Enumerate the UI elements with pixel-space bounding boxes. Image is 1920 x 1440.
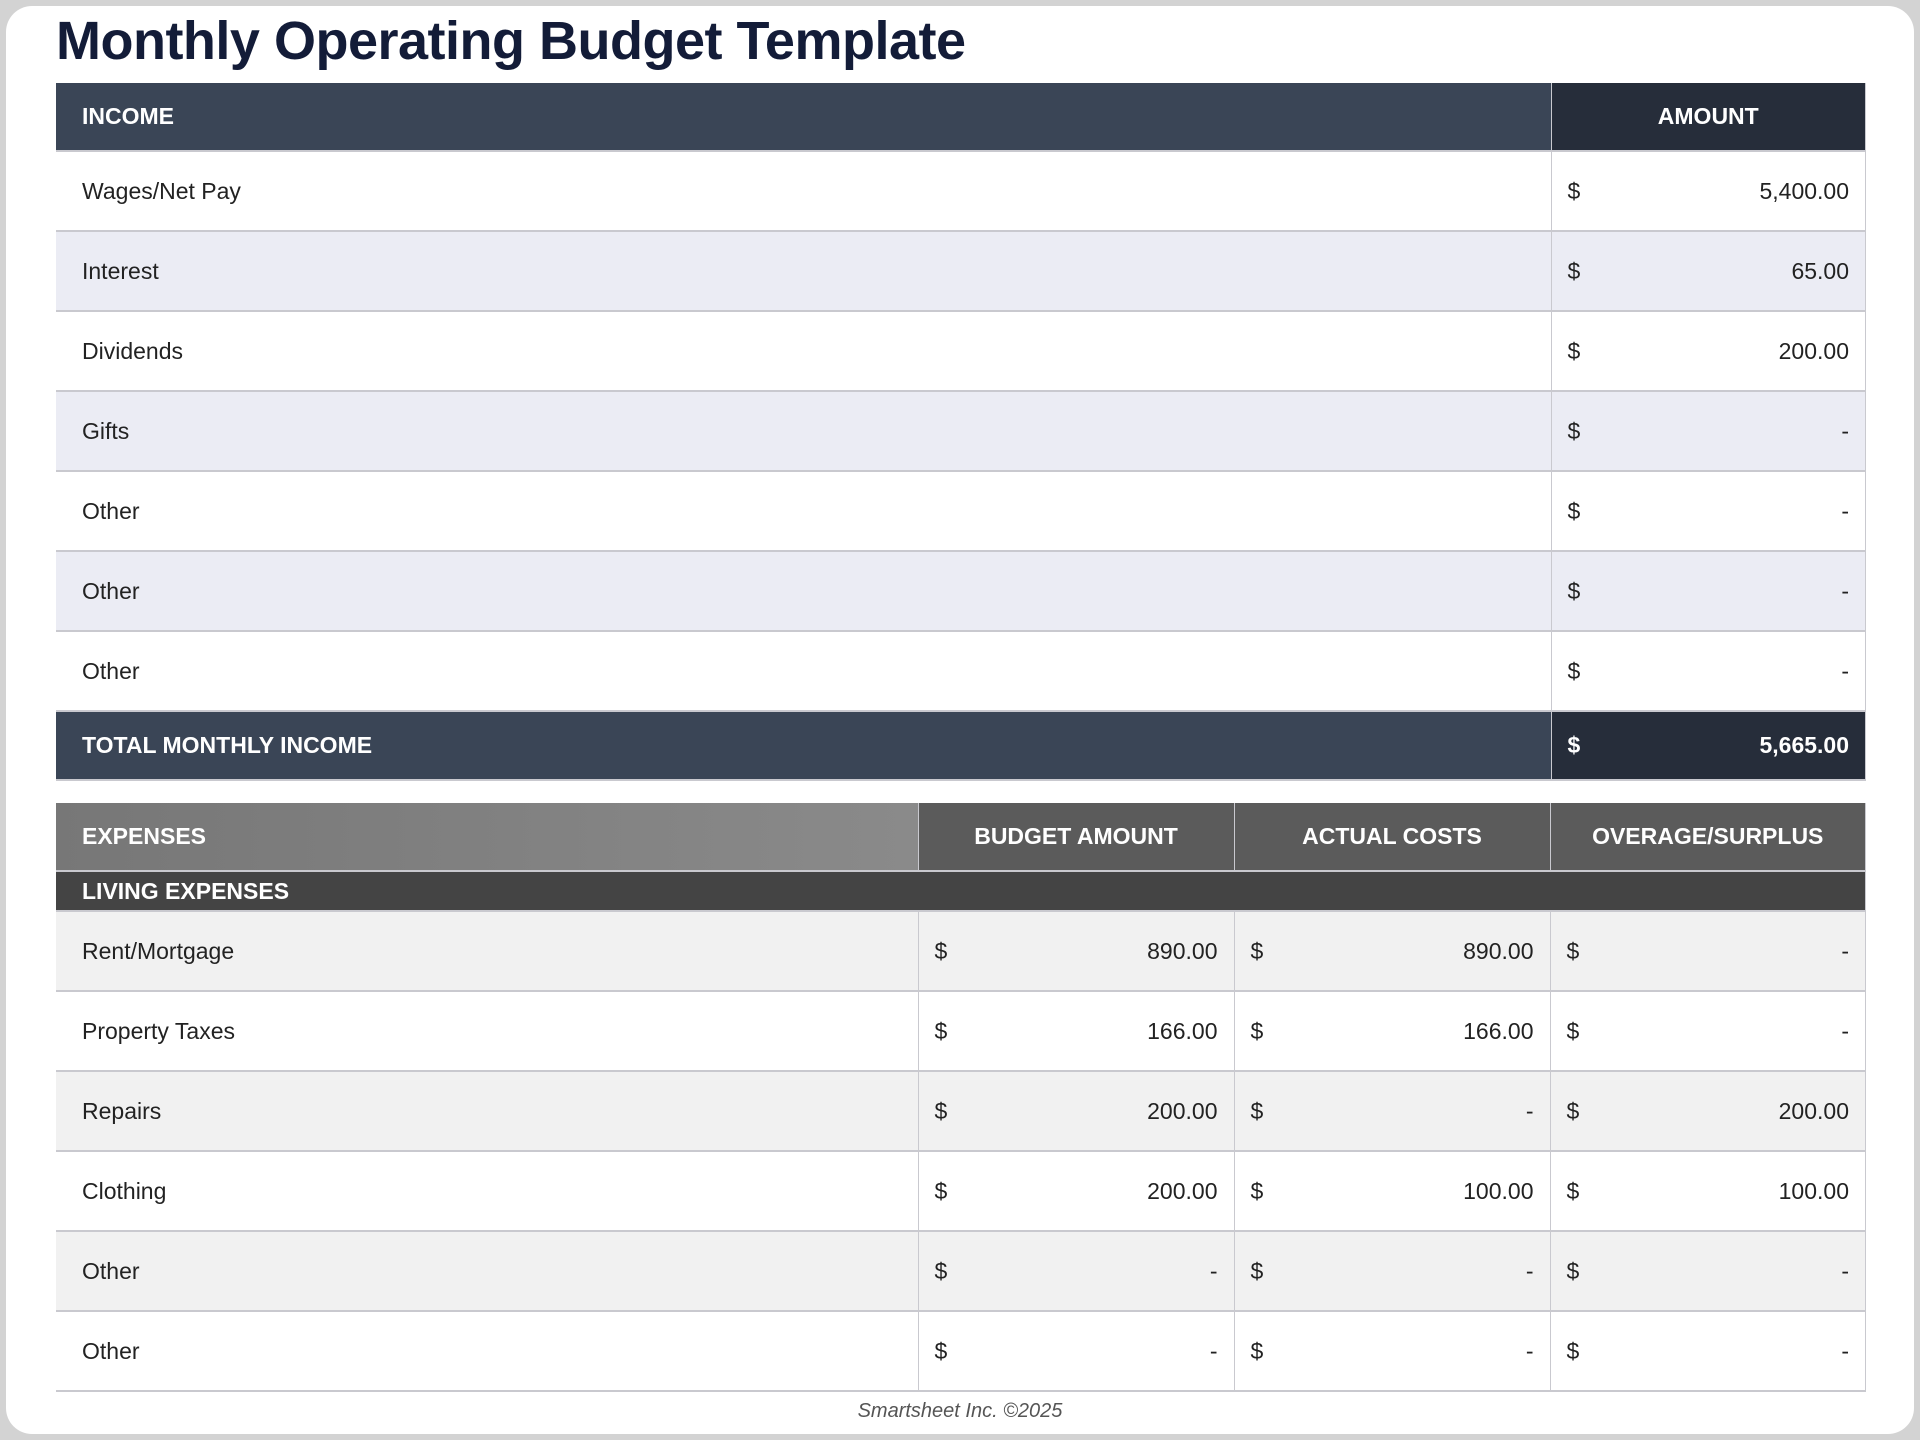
amount-cell[interactable]: $166.00 xyxy=(1234,991,1551,1072)
amount-cell[interactable]: $890.00 xyxy=(918,911,1235,992)
amount-cell[interactable]: $100.00 xyxy=(1550,1151,1866,1232)
amount-cell[interactable]: $166.00 xyxy=(918,991,1235,1072)
footer-copyright: Smartsheet Inc. ©2025 xyxy=(857,1400,1063,1422)
expense-label[interactable]: Other xyxy=(56,1311,919,1392)
income-header: INCOME xyxy=(56,83,1552,152)
income-row: Wages/Net Pay $5,400.00 xyxy=(56,151,1866,232)
expenses-table: EXPENSES BUDGET AMOUNT ACTUAL COSTS OVER… xyxy=(56,803,1866,1392)
expense-row: Other $ - $ - $ - xyxy=(56,1311,1866,1392)
amount-cell[interactable]: $200.00 xyxy=(918,1071,1235,1152)
total-income-label: TOTAL MONTHLY INCOME xyxy=(56,711,1552,781)
expense-row: Property Taxes $166.00 $166.00 $ - xyxy=(56,991,1866,1072)
income-label[interactable]: Dividends xyxy=(56,311,1552,392)
expense-label[interactable]: Repairs xyxy=(56,1071,919,1152)
amount-cell[interactable]: $ - xyxy=(1550,991,1866,1072)
expense-row: Rent/Mortgage $890.00 $890.00 $ - xyxy=(56,911,1866,992)
income-table: INCOME AMOUNT Wages/Net Pay $5,400.00 Inte… xyxy=(56,83,1866,781)
amount-cell[interactable]: $ - xyxy=(1234,1231,1551,1312)
income-label[interactable]: Wages/Net Pay xyxy=(56,151,1552,232)
expense-row: Repairs $200.00 $ - $200.00 xyxy=(56,1071,1866,1152)
amount-cell[interactable]: $100.00 xyxy=(1234,1151,1551,1232)
total-income-row: TOTAL MONTHLY INCOME $5,665.00 xyxy=(56,711,1866,781)
amount-cell[interactable]: $ - xyxy=(1551,551,1866,632)
amount-cell[interactable]: $ - xyxy=(918,1311,1235,1392)
expense-label[interactable]: Property Taxes xyxy=(56,991,919,1072)
expense-label[interactable]: Clothing xyxy=(56,1151,919,1232)
expenses-header-row: EXPENSES BUDGET AMOUNT ACTUAL COSTS OVER… xyxy=(56,803,1866,872)
overage-surplus-header: OVERAGE/SURPLUS xyxy=(1550,803,1866,872)
income-row: Other $ - xyxy=(56,551,1866,632)
income-label[interactable]: Other xyxy=(56,471,1552,552)
amount-cell[interactable]: $ - xyxy=(1551,471,1866,552)
amount-cell[interactable]: $5,400.00 xyxy=(1551,151,1866,232)
income-label[interactable]: Other xyxy=(56,631,1552,712)
page-title: Monthly Operating Budget Template xyxy=(56,11,966,71)
income-row: Gifts $ - xyxy=(56,391,1866,472)
amount-cell[interactable]: $ - xyxy=(1551,631,1866,712)
amount-cell[interactable]: $200.00 xyxy=(1551,311,1866,392)
budget-amount-header: BUDGET AMOUNT xyxy=(918,803,1235,872)
amount-cell[interactable]: $ - xyxy=(1550,1311,1866,1392)
amount-header: AMOUNT xyxy=(1551,83,1866,152)
amount-cell[interactable]: $200.00 xyxy=(918,1151,1235,1232)
expenses-header: EXPENSES xyxy=(56,803,919,872)
amount-cell[interactable]: $200.00 xyxy=(1550,1071,1866,1152)
amount-cell[interactable]: $ - xyxy=(918,1231,1235,1312)
income-row: Other $ - xyxy=(56,631,1866,712)
total-income-amount: $5,665.00 xyxy=(1551,711,1866,781)
amount-cell[interactable]: $ - xyxy=(1234,1071,1551,1152)
amount-cell[interactable]: $ - xyxy=(1551,391,1866,472)
expense-label[interactable]: Other xyxy=(56,1231,919,1312)
income-label[interactable]: Gifts xyxy=(56,391,1552,472)
expense-row: Clothing $200.00 $100.00 $100.00 xyxy=(56,1151,1866,1232)
amount-cell[interactable]: $ - xyxy=(1550,911,1866,992)
income-row: Other $ - xyxy=(56,471,1866,552)
actual-costs-header: ACTUAL COSTS xyxy=(1234,803,1551,872)
income-row: Dividends $200.00 xyxy=(56,311,1866,392)
amount-cell[interactable]: $ - xyxy=(1234,1311,1551,1392)
amount-cell[interactable]: $65.00 xyxy=(1551,231,1866,312)
income-header-row: INCOME AMOUNT xyxy=(56,83,1866,152)
income-label[interactable]: Interest xyxy=(56,231,1552,312)
income-row: Interest $65.00 xyxy=(56,231,1866,312)
amount-cell[interactable]: $ - xyxy=(1550,1231,1866,1312)
expense-label[interactable]: Rent/Mortgage xyxy=(56,911,919,992)
section-label: LIVING EXPENSES xyxy=(56,871,1866,912)
amount-cell[interactable]: $890.00 xyxy=(1234,911,1551,992)
income-label[interactable]: Other xyxy=(56,551,1552,632)
section-row: LIVING EXPENSES xyxy=(56,871,1866,912)
expense-row: Other $ - $ - $ - xyxy=(56,1231,1866,1312)
